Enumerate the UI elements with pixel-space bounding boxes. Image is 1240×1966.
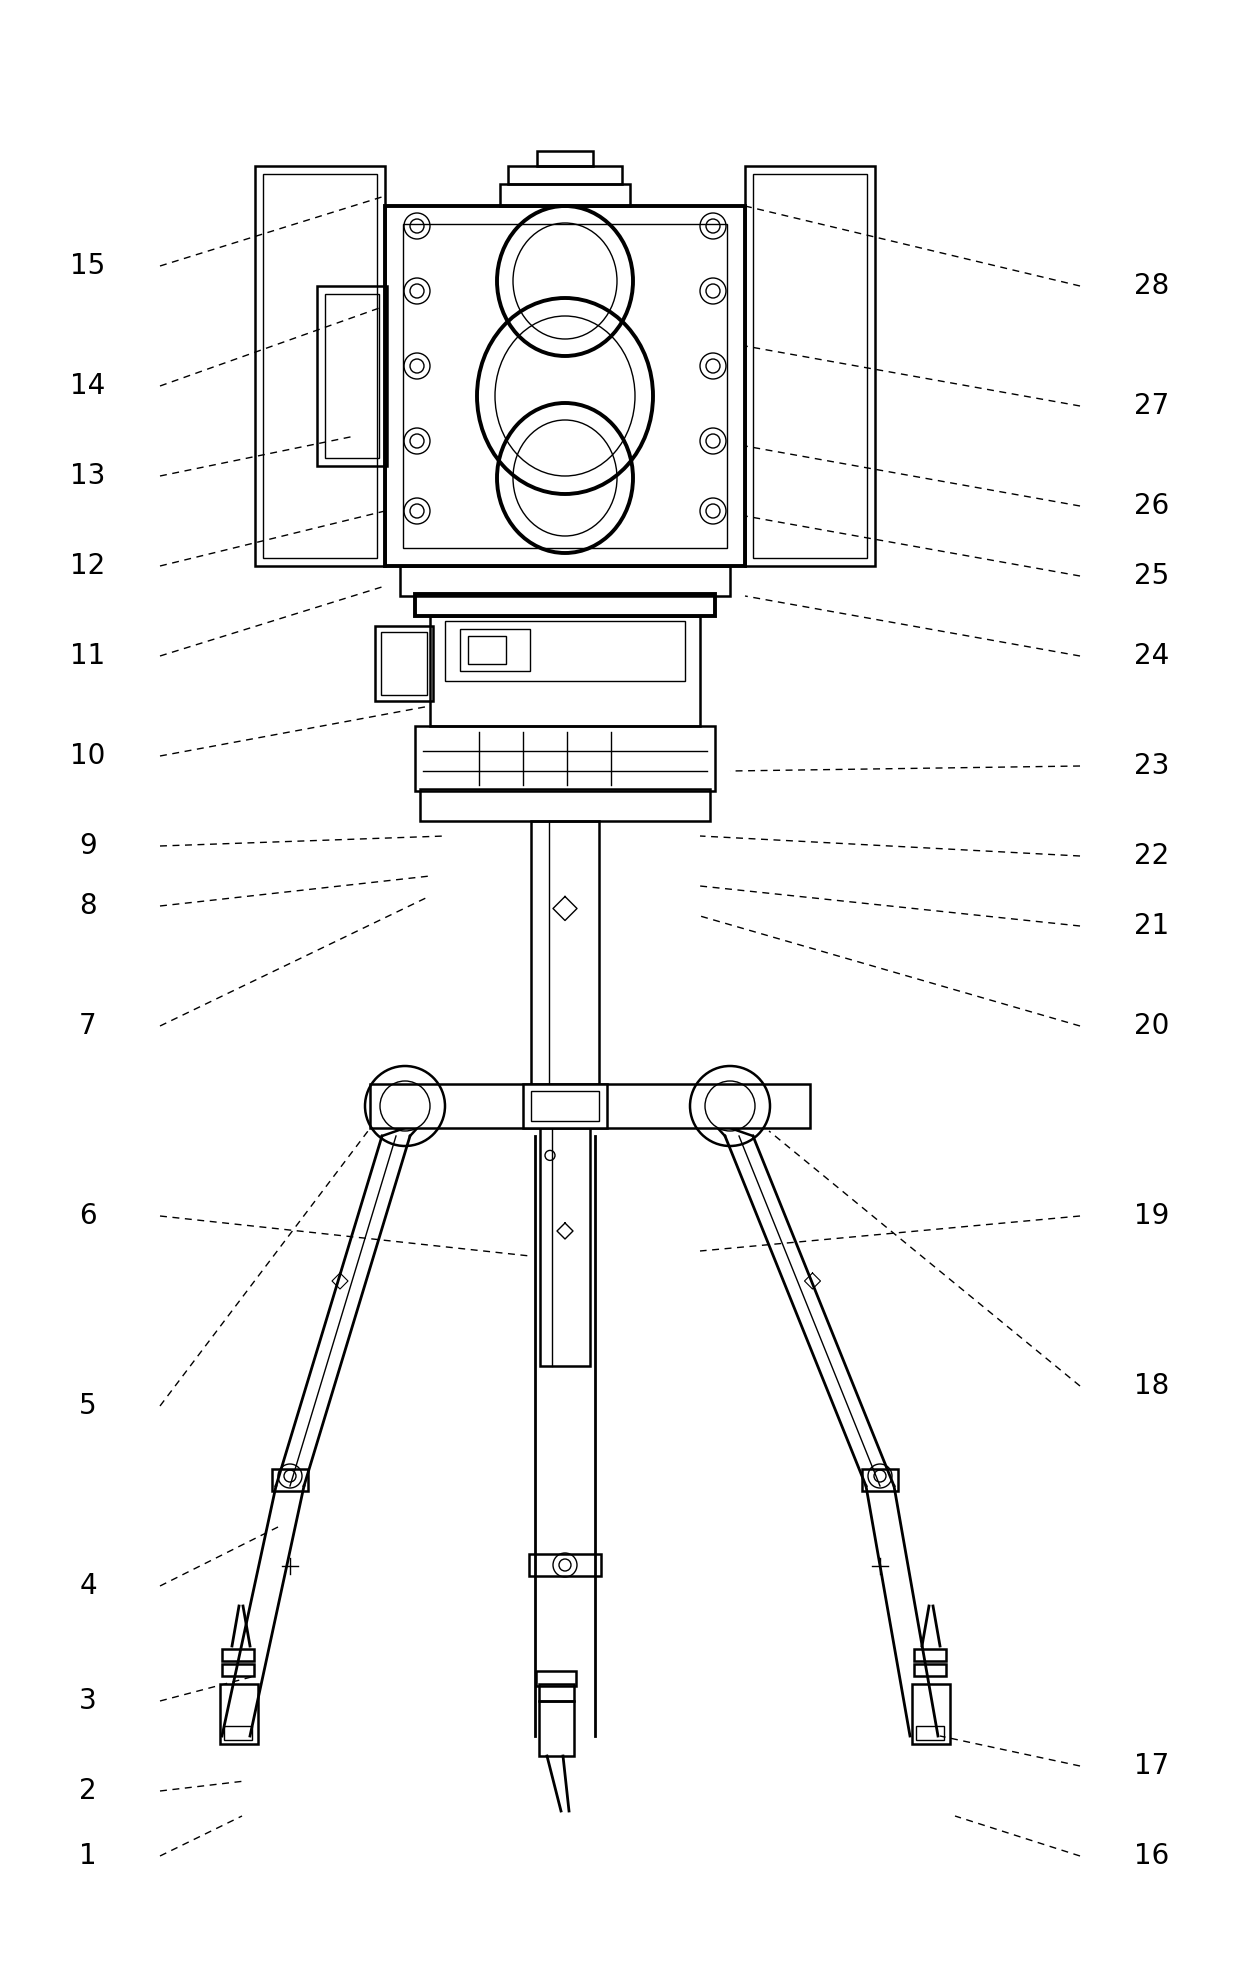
Text: 9: 9 [79,832,97,859]
Bar [403,224,727,549]
Bar [914,1649,946,1661]
Bar [911,1685,950,1744]
Bar [222,1649,254,1661]
Bar [401,566,730,596]
Text: 3: 3 [79,1687,97,1714]
Text: 1: 1 [79,1842,97,1870]
Text: 20: 20 [1135,1012,1169,1040]
Bar [381,631,427,696]
Bar [420,788,711,822]
Text: 28: 28 [1135,271,1169,301]
Bar [539,1095,590,1366]
Bar [222,1663,254,1675]
Text: 24: 24 [1135,643,1169,670]
Bar [317,285,387,466]
Bar [415,725,715,790]
Bar [384,206,745,566]
Text: 2: 2 [79,1777,97,1805]
Text: 18: 18 [1135,1372,1169,1400]
Text: 19: 19 [1135,1201,1169,1231]
Text: 8: 8 [79,893,97,920]
Bar [370,1083,810,1128]
Text: 11: 11 [71,643,105,670]
Text: 6: 6 [79,1201,97,1231]
Bar [374,625,433,702]
Bar [325,295,379,458]
Bar [536,1671,577,1687]
Text: 5: 5 [79,1392,97,1419]
Bar [255,165,384,566]
Text: 15: 15 [71,252,105,279]
Text: 17: 17 [1135,1752,1169,1779]
Text: 22: 22 [1135,841,1169,871]
Bar [753,175,867,558]
Text: 4: 4 [79,1573,97,1600]
Text: 16: 16 [1135,1842,1169,1870]
Text: 10: 10 [71,741,105,771]
Bar [467,635,506,665]
Bar [862,1469,898,1490]
Bar [219,1685,258,1744]
Text: 26: 26 [1135,492,1169,519]
Bar [745,165,875,566]
Bar [529,1553,601,1577]
Bar [224,1726,252,1740]
Text: 12: 12 [71,552,105,580]
Bar [460,629,529,670]
Bar [539,1685,574,1701]
Text: 14: 14 [71,372,105,399]
Bar [415,594,715,615]
Bar [914,1663,946,1675]
Bar [523,1083,608,1128]
Text: 21: 21 [1135,912,1169,940]
Text: 13: 13 [71,462,105,490]
Bar [539,1701,574,1756]
Bar [272,1469,308,1490]
Bar [531,822,599,1095]
Text: 25: 25 [1135,562,1169,590]
Text: 23: 23 [1135,753,1169,781]
Bar [537,151,593,165]
Text: 7: 7 [79,1012,97,1040]
Text: 27: 27 [1135,391,1169,421]
Bar [500,185,630,206]
Bar [445,621,684,680]
Bar [430,615,701,725]
Bar [508,165,622,185]
Bar [531,1091,599,1121]
Bar [263,175,377,558]
Bar [916,1726,944,1740]
